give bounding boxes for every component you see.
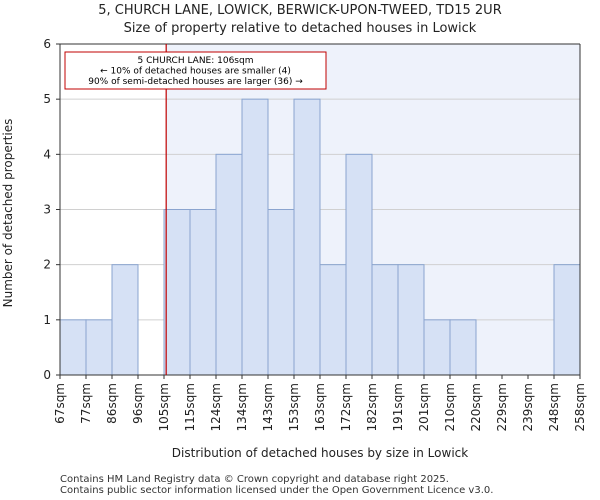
annotation-box [64,51,327,90]
footer-attribution: Contains HM Land Registry data © Crown c… [60,474,493,496]
y-tick-label-5: 5 [43,92,51,106]
x-tick-label-229sqm: 229sqm [495,383,509,431]
annotation-line-3: 90% of semi-detached houses are larger (… [88,77,303,87]
bar-77sqm [85,319,113,376]
bar-191sqm [397,264,425,376]
y-tick-label-0: 0 [43,368,51,382]
bar-134sqm [241,98,269,376]
chart-subtitle: Size of property relative to detached ho… [123,21,477,36]
chart-title: 5, CHURCH LANE, LOWICK, BERWICK-UPON-TWE… [98,3,502,18]
bar-248sqm [553,264,581,376]
x-tick-label-86sqm: 86sqm [105,383,119,424]
bar-201sqm [423,319,451,376]
bar-172sqm [345,153,373,376]
bar-182sqm [371,264,399,376]
x-tick-label-105sqm: 105sqm [157,383,171,431]
x-tick-label-96sqm: 96sqm [131,383,145,424]
bar-86sqm [111,264,139,376]
bar-153sqm [293,98,321,376]
y-tick-label-2: 2 [43,258,51,272]
x-tick-label-67sqm: 67sqm [53,383,67,424]
y-tick-label-4: 4 [43,147,51,161]
x-tick-label-163sqm: 163sqm [313,383,327,431]
y-axis-label: Number of detached properties [1,118,15,308]
x-tick-label-124sqm: 124sqm [209,383,223,431]
x-tick-label-201sqm: 201sqm [417,383,431,431]
x-axis-label: Distribution of detached houses by size … [171,446,469,460]
x-tick-label-153sqm: 153sqm [287,383,301,431]
x-tick-label-143sqm: 143sqm [261,383,275,431]
y-tick-label-6: 6 [43,37,51,51]
bar-210sqm [449,319,477,376]
y-tick-label-3: 3 [43,203,51,217]
x-tick-label-182sqm: 182sqm [365,383,379,431]
x-tick-label-172sqm: 172sqm [339,383,353,431]
bar-105sqm [163,209,191,376]
x-tick-label-115sqm: 115sqm [183,383,197,431]
bar-115sqm [189,209,217,376]
bar-163sqm [319,264,347,376]
bar-143sqm [267,209,295,376]
annotation-line-2: ← 10% of detached houses are smaller (4) [100,67,291,77]
bar-124sqm [215,153,243,376]
x-tick-label-258sqm: 258sqm [573,383,587,431]
x-tick-label-134sqm: 134sqm [235,383,249,431]
x-tick-label-239sqm: 239sqm [521,383,535,431]
footer-line-1: Contains HM Land Registry data © Crown c… [60,474,449,485]
x-tick-label-77sqm: 77sqm [79,383,93,424]
bar-67sqm [59,319,87,376]
x-tick-label-220sqm: 220sqm [469,383,483,431]
y-tick-label-1: 1 [43,313,51,327]
x-tick-label-191sqm: 191sqm [391,383,405,431]
annotation-line-1: 5 CHURCH LANE: 106sqm [138,56,254,66]
x-tick-label-210sqm: 210sqm [443,383,457,431]
x-tick-label-248sqm: 248sqm [547,383,561,431]
footer-line-2: Contains public sector information licen… [60,485,494,496]
